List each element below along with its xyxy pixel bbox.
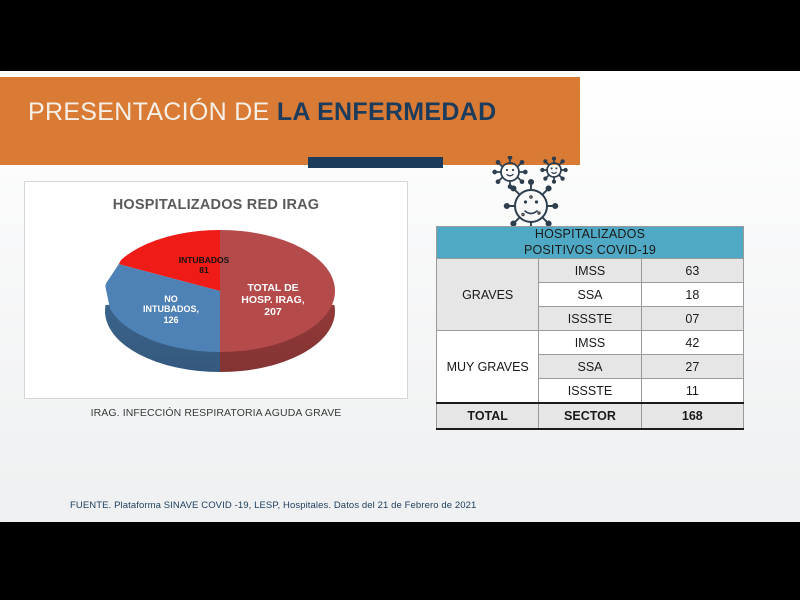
page-title: PRESENTACIÓN DE LA ENFERMEDAD [28,100,496,125]
hospitalizations-table-panel: HOSPITALIZADOS POSITIVOS COVID-19 GRAVES… [435,225,745,430]
pie-label-total: TOTAL DE HOSP. IRAG, 207 [241,282,305,319]
chart-caption: IRAG. INFECCIÓN RESPIRATORIA AGUDA GRAVE [90,407,342,419]
table-header-row: HOSPITALIZADOS POSITIVOS COVID-19 [436,225,744,260]
group-label-graves: GRAVES [435,258,540,332]
pie-label-intubados: INTUBADOS 81 [178,255,230,275]
table-row: SSA 27 [437,354,745,380]
table-row: GRAVES IMSS 63 [435,258,745,332]
sector-cell: SSA [538,354,642,380]
table-total-row: TOTAL SECTOR 168 [435,401,745,430]
pie-label-no-intubados: NO INTUBADOS, 126 [143,294,199,325]
pie-chart: INTUBADOS 81 NO INTUBADOS, 126 TOTAL DE … [105,230,335,380]
chart-panel: HOSPITALIZADOS RED IRAG INTUBADOS 81 NO … [24,181,408,399]
value-cell: 18 [640,282,745,308]
coronavirus-icon [484,155,576,234]
source-note: FUENTE. Plataforma SINAVE COVID -19, LES… [70,500,477,511]
sector-cell: IMSS [538,330,642,356]
table-header-line2: POSITIVOS COVID-19 [523,242,657,257]
page-title-light: PRESENTACIÓN DE [28,98,277,126]
table-header-cell: HOSPITALIZADOS POSITIVOS COVID-19 [436,225,744,260]
presentation-slide: PRESENTACIÓN DE LA ENFERMEDAD [0,71,800,522]
sector-cell: ISSSTE [538,306,642,332]
sector-cell: IMSS [538,258,642,284]
group-label-muy-graves: MUY GRAVES [435,330,540,404]
chart-title: HOSPITALIZADOS RED IRAG [112,197,320,213]
value-cell: 63 [640,258,745,284]
table-row: ISSSTE 11 [437,378,745,404]
value-cell: 07 [640,306,745,332]
total-sector: SECTOR [538,401,642,430]
table-row: MUY GRAVES IMSS 42 [435,330,745,404]
table-row: ISSSTE 07 [437,306,745,332]
slide-header-band [0,77,580,165]
hospitalizations-table: HOSPITALIZADOS POSITIVOS COVID-19 GRAVES… [435,225,745,430]
table-row: SSA 18 [437,282,745,308]
total-value: 168 [640,401,745,430]
sector-cell: SSA [538,282,642,308]
table-header-line1: HOSPITALIZADOS [534,227,646,241]
value-cell: 11 [640,378,745,404]
page-title-bold: LA ENFERMEDAD [276,98,497,126]
value-cell: 42 [640,330,745,356]
sector-cell: ISSSTE [538,378,642,404]
total-label: TOTAL [435,401,540,430]
value-cell: 27 [640,354,745,380]
title-accent-bar [308,157,443,168]
pie-slice-total [220,230,335,352]
